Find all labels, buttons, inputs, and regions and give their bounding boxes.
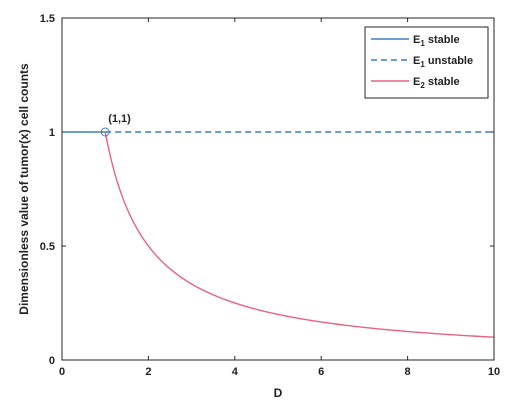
x-tick-label: 4 [232, 366, 239, 378]
legend-label: E1 unstable [413, 55, 473, 69]
y-axis-label: Dimensionless value of tumor(x) cell cou… [17, 63, 31, 315]
x-tick-label: 2 [145, 366, 151, 378]
x-axis-label: D [274, 386, 283, 400]
series-line-e2-stable [104, 131, 495, 338]
y-tick-label: 0 [49, 355, 55, 367]
x-tick-label: 6 [318, 366, 324, 378]
legend-label: E1 stable [413, 34, 460, 48]
x-tick-label: 0 [59, 366, 65, 378]
legend: E1 stable E1 unstable E2 stable [364, 26, 489, 99]
y-tick-label: 1 [49, 127, 55, 139]
legend-label: E2 stable [413, 76, 460, 90]
annotation-label: (1,1) [108, 113, 131, 125]
y-tick-label: 0.5 [40, 241, 55, 253]
x-tick-label: 8 [405, 366, 411, 378]
y-tick-label: 1.5 [40, 13, 55, 25]
x-tick-label: 10 [488, 366, 500, 378]
plot-frame [61, 17, 495, 361]
annotation-group: (1,1) [100, 113, 131, 137]
series-lines [62, 131, 495, 338]
equilibrium-point-marker [100, 127, 110, 137]
